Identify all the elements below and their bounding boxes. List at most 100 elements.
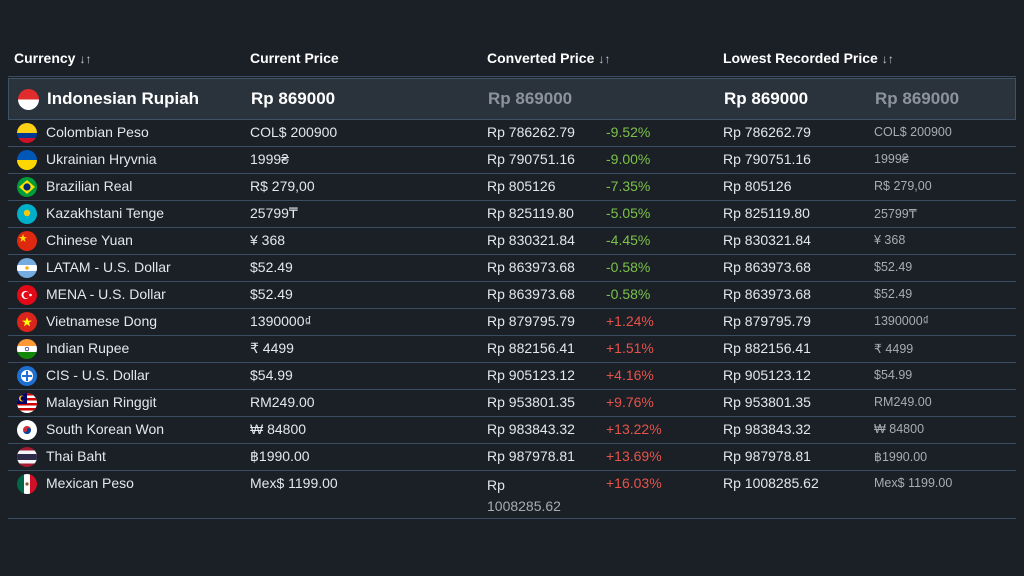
currency-name: LATAM - U.S. Dollar [46, 259, 171, 275]
converted-price: Rp 879795.79 [487, 313, 575, 329]
table-row: Colombian Peso COL$ 200900 Rp 786262.79 -9.… [8, 120, 1016, 147]
sort-arrows-icon[interactable]: ↓↑ [598, 52, 611, 66]
table-row: CIS - U.S. Dollar $54.99 Rp 905123.12 +4.16… [8, 363, 1016, 390]
lowest-price-local: ¥ 368 [874, 233, 906, 247]
table-row: Mexican Peso Mex$ 1199.00 Rp 1008285.62 +16.… [8, 471, 1016, 519]
lowest-price-local: ฿1990.00 [874, 450, 928, 464]
currency-name: Indian Rupee [46, 340, 130, 356]
converted-price: Rp 805126 [487, 178, 556, 194]
price-difference: +1.51% [606, 340, 654, 356]
south-korea-flag-icon [17, 420, 37, 440]
lowest-price-local: RM249.00 [874, 395, 932, 409]
current-price: 25799₸ [250, 205, 298, 221]
current-price: $52.49 [250, 286, 293, 302]
vietnam-flag-icon [17, 312, 37, 332]
converted-price: Rp 790751.16 [487, 151, 575, 167]
lowest-price-local: $52.49 [874, 260, 913, 274]
currency-column-header[interactable]: Currency ↓↑ [14, 50, 92, 66]
price-difference: -7.35% [606, 178, 651, 194]
converted-price: Rp 987978.81 [487, 448, 575, 464]
converted-price: Rp 786262.79 [487, 124, 575, 140]
price-table: Currency ↓↑ Current Price Converted Price… [8, 44, 1016, 519]
converted-price: Rp 863973.68 [487, 286, 575, 302]
currency-name: Mexican Peso [46, 475, 134, 491]
lowest-price-local: COL$ 200900 [874, 125, 952, 139]
colombia-flag-icon [17, 123, 37, 143]
lowest-price: Rp 790751.16 [723, 151, 811, 167]
sort-arrows-icon[interactable]: ↓↑ [881, 52, 894, 66]
current-price: RM249.00 [250, 394, 315, 410]
argentina-flag-icon [17, 258, 37, 278]
current-price: ¥ 368 [250, 232, 286, 248]
current-price: ₩ 84800 [250, 421, 307, 437]
currency-name: South Korean Won [46, 421, 165, 437]
currency-name: Chinese Yuan [46, 232, 133, 248]
currency-name: Colombian Peso [46, 124, 149, 140]
converted-price: Rp 905123.12 [487, 367, 575, 383]
price-difference: +13.69% [606, 448, 662, 464]
converted-price: Rp 882156.41 [487, 340, 575, 356]
converted-price: Rp 830321.84 [487, 232, 575, 248]
price-difference: +13.22% [606, 421, 662, 437]
table-row: Indian Rupee ₹ 4499 Rp 882156.41 +1.51% Rp 8… [8, 336, 1016, 363]
sort-arrows-icon[interactable]: ↓↑ [79, 52, 92, 66]
lowest-price: Rp 879795.79 [723, 313, 811, 329]
converted-price-column-header[interactable]: Converted Price ↓↑ [487, 50, 611, 66]
thailand-flag-icon [17, 447, 37, 467]
current-price: Rp 869000 [251, 89, 336, 108]
table-row: Vietnamese Dong 1390000₫ Rp 879795.79 +1.24… [8, 309, 1016, 336]
table-row: South Korean Won ₩ 84800 Rp 983843.32 +13.2… [8, 417, 1016, 444]
table-row: Ukrainian Hryvnia 1999₴ Rp 790751.16 -9.00%… [8, 147, 1016, 174]
lowest-price: Rp 863973.68 [723, 286, 811, 302]
lowest-price-local: 1390000₫ [874, 314, 930, 328]
current-price: R$ 279,00 [250, 178, 315, 194]
lowest-price-local: 25799₸ [874, 207, 917, 221]
converted-price: Rp 863973.68 [487, 259, 575, 275]
china-flag-icon [17, 231, 37, 251]
base-currency-row: Indonesian Rupiah Rp 869000 Rp 869000 Rp… [8, 78, 1016, 120]
price-difference: -0.58% [606, 286, 651, 302]
converted-price: Rp 953801.35 [487, 394, 575, 410]
current-price-column-header: Current Price [250, 50, 339, 66]
lowest-price: Rp 953801.35 [723, 394, 811, 410]
lowest-price: Rp 863973.68 [723, 259, 811, 275]
indonesia-flag-icon [18, 89, 39, 110]
ukraine-flag-icon [17, 150, 37, 170]
lowest-price-local: R$ 279,00 [874, 179, 932, 193]
lowest-price: Rp 786262.79 [723, 124, 811, 140]
converted-price: Rp 983843.32 [487, 421, 575, 437]
lowest-price-local: Mex$ 1199.00 [874, 476, 953, 490]
current-price: COL$ 200900 [250, 124, 338, 140]
current-price: 1999₴ [250, 151, 289, 167]
india-flag-icon [17, 339, 37, 359]
currency-name: Thai Baht [46, 448, 106, 464]
table-row: Brazilian Real R$ 279,00 Rp 805126 -7.35% Rp… [8, 174, 1016, 201]
table-row: Malaysian Ringgit RM249.00 Rp 953801.35 +9.… [8, 390, 1016, 417]
price-difference: +4.16% [606, 367, 654, 383]
current-price: ₹ 4499 [250, 340, 294, 356]
lowest-price: Rp 1008285.62 [723, 475, 819, 491]
kazakhstan-flag-icon [17, 204, 37, 224]
currency-name: Malaysian Ringgit [46, 394, 157, 410]
brazil-flag-icon [17, 177, 37, 197]
currency-name: Brazilian Real [46, 178, 133, 194]
lowest-price-column-header[interactable]: Lowest Recorded Price ↓↑ [723, 50, 894, 66]
lowest-price-local: $54.99 [874, 368, 913, 382]
mexico-flag-icon [17, 474, 37, 494]
lowest-price-local: Rp 869000 [875, 89, 960, 108]
currency-rows: Colombian Peso COL$ 200900 Rp 786262.79 -9.… [8, 120, 1016, 519]
lowest-price: Rp 805126 [723, 178, 792, 194]
lowest-price: Rp 825119.80 [723, 205, 810, 221]
converted-price: Rp 1008285.62 [487, 477, 561, 514]
table-row: Thai Baht ฿1990.00 Rp 987978.81 +13.69% Rp 9… [8, 444, 1016, 471]
price-difference: -9.52% [606, 124, 651, 140]
current-price: $52.49 [250, 259, 293, 275]
current-price: 1390000₫ [250, 313, 312, 329]
table-row: Chinese Yuan ¥ 368 Rp 830321.84 -4.45% Rp 83… [8, 228, 1016, 255]
lowest-price: Rp 869000 [724, 89, 809, 108]
malaysia-flag-icon [17, 393, 37, 413]
price-difference: +16.03% [606, 475, 662, 491]
table-header: Currency ↓↑ Current Price Converted Price… [8, 44, 1016, 77]
currency-name: MENA - U.S. Dollar [46, 286, 166, 302]
price-difference: -4.45% [606, 232, 651, 248]
